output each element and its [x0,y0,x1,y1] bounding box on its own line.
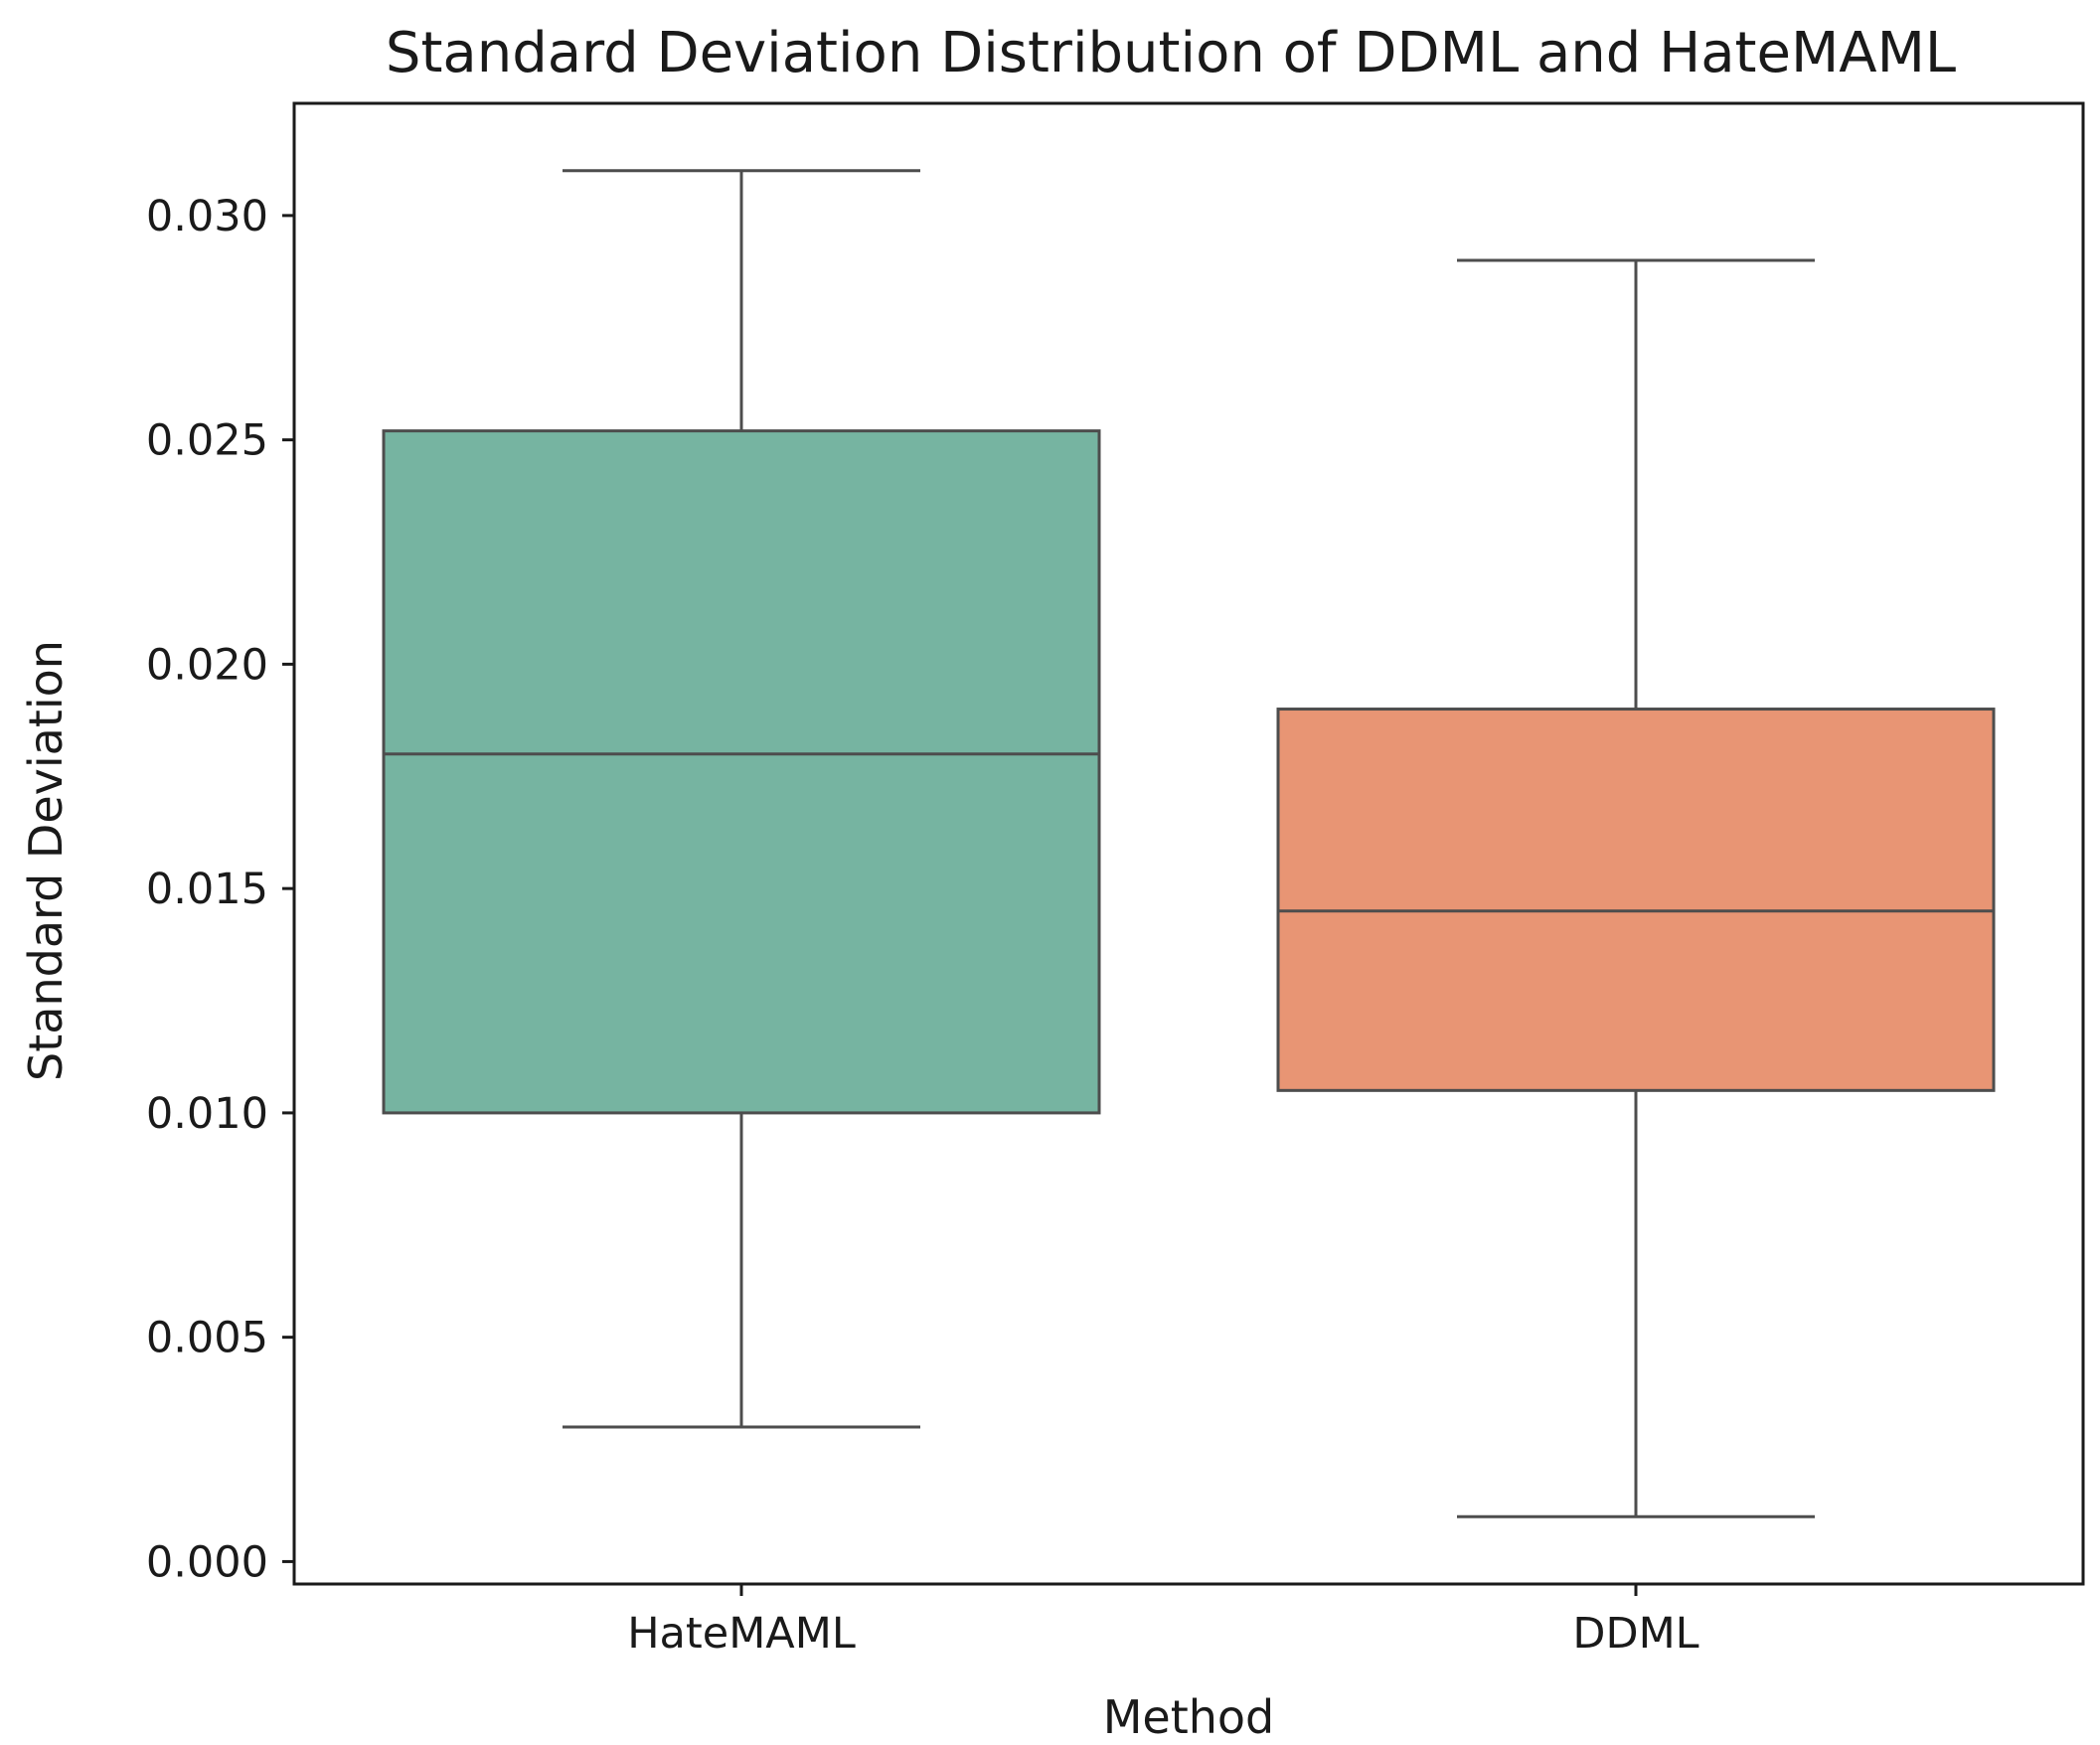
box-ddml [1276,258,1996,1518]
y-tick-label: 0.025 [146,416,268,466]
box-series [382,169,1996,1518]
iqr-box [382,429,1101,1115]
chart-title: Standard Deviation Distribution of DDML … [386,21,1956,85]
plot-frame [292,101,2085,1586]
y-tick-label: 0.015 [146,865,268,914]
x-axis-label: Method [1103,1690,1275,1744]
y-tick-label: 0.005 [146,1314,268,1363]
x-tick-label: HateMAML [627,1609,856,1659]
y-axis-label: Standard Deviation [19,640,73,1081]
x-tick-label: DDML [1572,1609,1698,1659]
y-tick-label: 0.010 [146,1089,268,1139]
iqr-box [1276,708,1996,1092]
x-axis-ticks: HateMAML DDML [627,1584,1699,1659]
y-tick-label: 0.030 [146,192,268,241]
y-axis-ticks: 0.000 0.005 0.010 0.015 0.020 0.025 0.030 [146,192,294,1587]
y-tick-label: 0.000 [146,1537,268,1587]
y-tick-label: 0.020 [146,640,268,690]
box-hatemaml [382,169,1101,1429]
